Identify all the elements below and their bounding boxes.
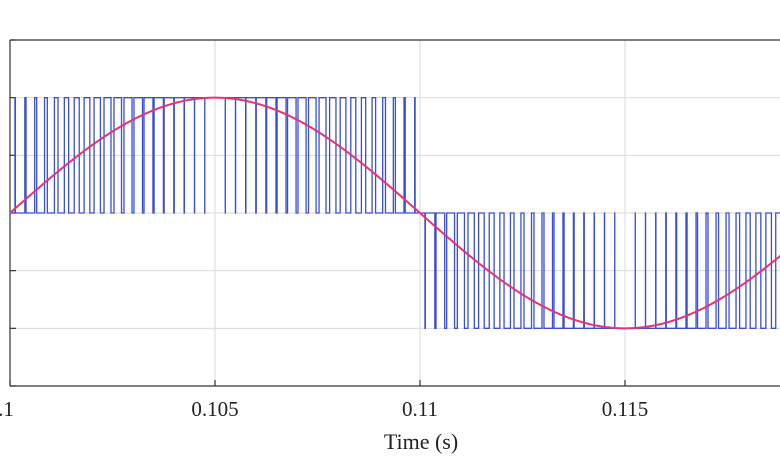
sine-series bbox=[9, 96, 780, 330]
pwm-line bbox=[10, 97, 780, 329]
pwm-series bbox=[10, 97, 780, 329]
sine-line bbox=[9, 96, 780, 330]
x-axis-label: Time (s) bbox=[384, 429, 458, 454]
x-tick-label: 0.11 bbox=[402, 397, 438, 421]
x-tick-label: .1 bbox=[0, 397, 14, 421]
x-tick-labels: .1 0.105 0.11 0.115 bbox=[0, 397, 648, 421]
x-tick-label: 0.105 bbox=[191, 397, 238, 421]
x-tick-label: 0.115 bbox=[602, 397, 648, 421]
